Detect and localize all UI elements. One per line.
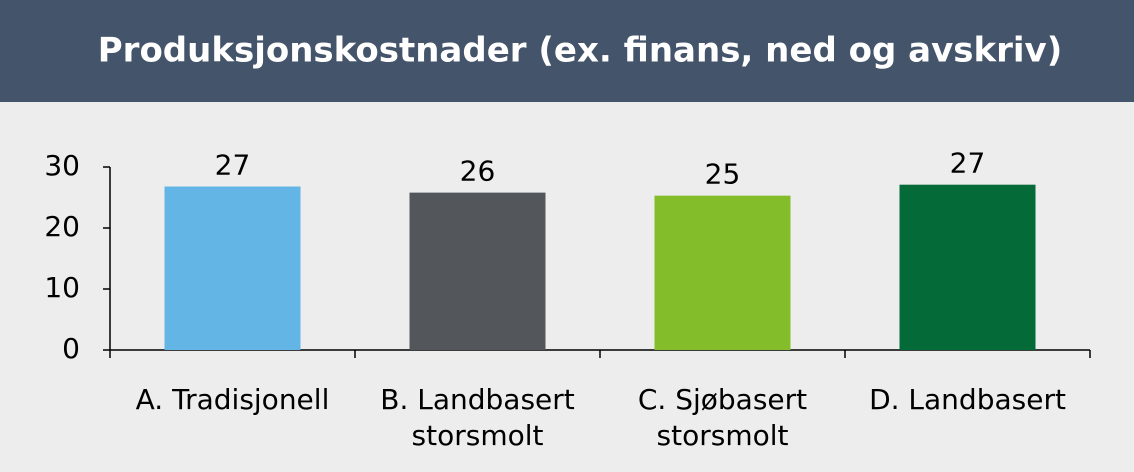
y-tick-label: 0 [62,332,80,365]
y-tick-label: 30 [44,149,80,182]
x-tick-label: storsmolt [412,419,544,452]
x-tick-label: D. Landbasert [869,383,1066,416]
value-label: 25 [705,158,741,191]
x-tick-label: A. Tradisjonell [136,383,330,416]
bar [409,192,546,350]
y-tick-label: 20 [44,210,80,243]
value-label: 27 [950,147,986,180]
x-tick-label: B. Landbasert [380,383,575,416]
bar [164,186,301,350]
header [0,0,1134,102]
bar [899,184,1036,350]
value-label: 26 [460,155,496,188]
chart-title: Produksjonskostnader (ex. finans, ned og… [98,31,1062,71]
x-tick-label: storsmolt [657,419,789,452]
value-label: 27 [215,149,251,182]
x-tick-label: C. Sjøbasert [638,383,807,416]
y-tick-label: 10 [44,271,80,304]
bar [654,195,791,350]
